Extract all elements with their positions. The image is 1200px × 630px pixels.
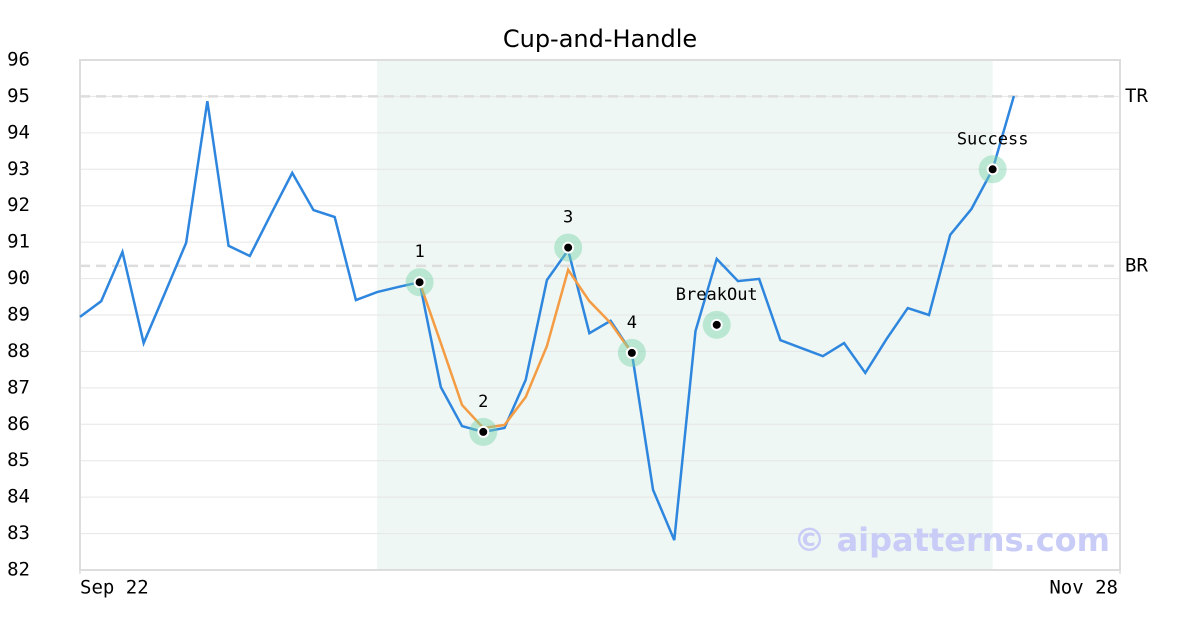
- y-tick-label: 84: [7, 486, 30, 508]
- y-tick-label: 88: [7, 340, 30, 362]
- x-tick-label: Sep 22: [80, 577, 149, 599]
- y-tick-label: 93: [7, 158, 30, 180]
- chart-title: Cup-and-Handle: [503, 25, 697, 53]
- plot-frame: [79, 59, 1121, 571]
- y-tick-label: 86: [7, 413, 30, 435]
- watermark: © aipatterns.com: [793, 521, 1110, 559]
- y-tick-label: 96: [7, 49, 30, 71]
- pattern-point: [986, 163, 999, 176]
- point-label: BreakOut: [676, 285, 758, 305]
- y-tick-label: 82: [7, 559, 30, 581]
- y-tick-label: 94: [7, 121, 30, 143]
- pattern-point: [562, 241, 575, 254]
- reference-label: BR: [1125, 254, 1148, 276]
- y-tick-label: 91: [7, 231, 30, 253]
- pattern-point: [710, 318, 723, 331]
- y-tick-label: 87: [7, 376, 30, 398]
- y-tick-label: 95: [7, 85, 30, 107]
- y-tick-label: 90: [7, 267, 30, 289]
- point-label: 1: [414, 242, 424, 262]
- y-tick-label: 85: [7, 449, 30, 471]
- pattern-point: [413, 276, 426, 289]
- point-label: 4: [627, 313, 637, 333]
- y-tick-label: 92: [7, 194, 30, 216]
- pattern-point: [625, 346, 638, 359]
- point-label: Success: [957, 129, 1029, 149]
- reference-label: TR: [1125, 85, 1148, 107]
- price-line: [418, 266, 633, 430]
- point-label: 2: [478, 392, 488, 412]
- y-tick-label: 89: [7, 304, 30, 326]
- y-tick-label: 83: [7, 522, 30, 544]
- x-tick-label: Nov 28: [1049, 577, 1118, 599]
- price-line: [79, 95, 1016, 541]
- point-label: 3: [563, 208, 573, 228]
- pattern-point: [477, 425, 490, 438]
